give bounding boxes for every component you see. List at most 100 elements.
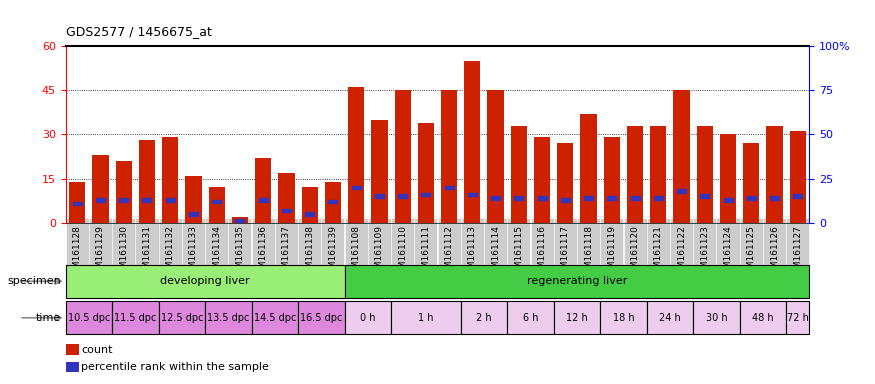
Text: 2 h: 2 h — [476, 313, 492, 323]
Bar — [650, 126, 667, 223]
Bar — [139, 140, 155, 223]
Bar — [282, 209, 290, 212]
Bar — [557, 143, 573, 223]
Bar — [677, 189, 686, 193]
Bar — [252, 301, 298, 334]
Text: specimen: specimen — [8, 276, 61, 286]
Bar — [720, 134, 736, 223]
Text: 10.5 dpc: 10.5 dpc — [67, 313, 110, 323]
Text: count: count — [81, 345, 113, 355]
Bar — [205, 301, 252, 334]
Bar — [554, 301, 600, 334]
Bar — [391, 301, 461, 334]
Text: time: time — [36, 313, 61, 323]
Bar — [584, 196, 593, 200]
Bar — [112, 301, 158, 334]
Bar — [395, 90, 410, 223]
Bar — [213, 200, 221, 203]
Bar — [693, 301, 739, 334]
Bar — [235, 219, 244, 223]
Text: 14.5 dpc: 14.5 dpc — [254, 313, 296, 323]
Bar — [534, 137, 550, 223]
Bar — [345, 301, 391, 334]
Bar — [607, 196, 616, 200]
Bar — [259, 198, 268, 202]
Bar — [507, 301, 554, 334]
Bar — [143, 198, 151, 202]
Bar — [604, 137, 620, 223]
Bar — [746, 196, 756, 200]
Bar — [674, 90, 690, 223]
Bar — [441, 90, 458, 223]
Bar — [631, 196, 640, 200]
Bar — [654, 196, 662, 200]
Text: regenerating liver: regenerating liver — [527, 276, 627, 286]
Bar — [278, 173, 295, 223]
Text: developing liver: developing liver — [160, 276, 250, 286]
Bar — [305, 212, 314, 216]
Bar — [561, 198, 570, 202]
Bar — [770, 196, 779, 200]
Text: 48 h: 48 h — [752, 313, 774, 323]
Bar — [165, 198, 175, 202]
Bar — [189, 212, 198, 216]
Bar — [461, 301, 507, 334]
Bar — [325, 182, 341, 223]
Bar — [417, 122, 434, 223]
Bar — [255, 158, 271, 223]
Text: 12.5 dpc: 12.5 dpc — [161, 313, 203, 323]
Bar — [66, 301, 112, 334]
Bar — [514, 196, 523, 200]
Bar — [162, 137, 178, 223]
Bar — [158, 301, 205, 334]
Text: 0 h: 0 h — [360, 313, 375, 323]
Bar — [786, 301, 809, 334]
Bar — [208, 187, 225, 223]
Bar — [302, 187, 318, 223]
Bar — [626, 126, 643, 223]
Bar — [739, 301, 786, 334]
Text: GDS2577 / 1456675_at: GDS2577 / 1456675_at — [66, 25, 212, 38]
Bar — [328, 200, 338, 203]
Bar — [73, 202, 81, 205]
Bar — [465, 61, 480, 223]
Bar — [422, 193, 430, 196]
Bar — [696, 126, 713, 223]
Bar — [487, 90, 504, 223]
Bar — [743, 143, 760, 223]
Bar — [491, 196, 500, 200]
Bar — [232, 217, 248, 223]
Bar — [352, 185, 360, 189]
Text: 1 h: 1 h — [418, 313, 434, 323]
Bar — [298, 301, 345, 334]
Bar — [537, 196, 547, 200]
Bar — [96, 198, 105, 202]
Bar — [398, 194, 407, 198]
Bar — [348, 87, 364, 223]
Text: 6 h: 6 h — [522, 313, 538, 323]
Bar — [371, 120, 388, 223]
Text: percentile rank within the sample: percentile rank within the sample — [81, 362, 270, 372]
Bar — [186, 175, 201, 223]
Text: 24 h: 24 h — [659, 313, 681, 323]
Text: 13.5 dpc: 13.5 dpc — [207, 313, 249, 323]
Bar — [468, 193, 477, 196]
Text: 11.5 dpc: 11.5 dpc — [114, 313, 157, 323]
Bar — [789, 131, 806, 223]
Bar — [93, 155, 108, 223]
Bar — [116, 161, 132, 223]
Text: 16.5 dpc: 16.5 dpc — [300, 313, 342, 323]
Bar — [724, 198, 732, 202]
Bar — [700, 194, 710, 198]
Bar — [69, 182, 86, 223]
Bar — [580, 114, 597, 223]
Bar — [647, 301, 693, 334]
Bar — [66, 265, 345, 298]
Bar — [444, 185, 453, 189]
Bar — [374, 194, 384, 198]
Text: 18 h: 18 h — [612, 313, 634, 323]
Bar — [345, 265, 809, 298]
Bar — [600, 301, 647, 334]
Text: 12 h: 12 h — [566, 313, 588, 323]
Text: 30 h: 30 h — [705, 313, 727, 323]
